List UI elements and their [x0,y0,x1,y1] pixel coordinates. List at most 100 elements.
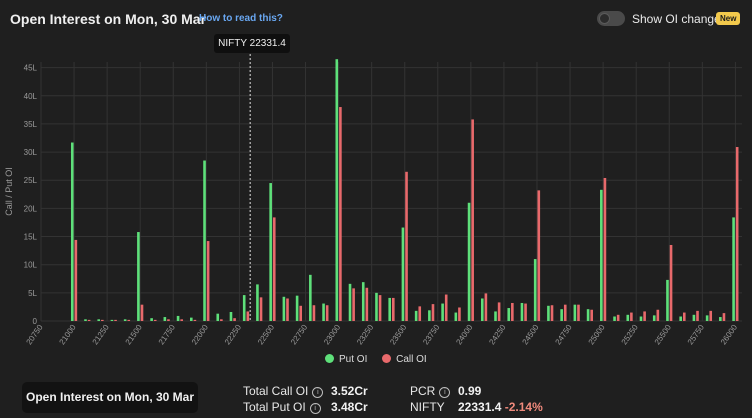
call-oi-bar [325,305,329,321]
put-oi-bar [719,317,722,321]
total-call-oi-label: Total Call OI i [243,384,324,398]
call-oi-bar [484,293,488,321]
call-oi-bar [471,119,474,321]
put-oi-bar [309,274,312,321]
call-oi-bar [669,244,673,321]
nifty-value-group: 22331.4 -2.14% [458,400,543,414]
put-oi-bar [560,309,563,321]
call-oi-bar [286,298,289,321]
call-oi-bar [682,312,686,321]
y-tick-label: 5L [28,289,37,298]
call-oi-bar [444,294,448,321]
call-oi-bar [246,311,250,321]
put-oi-bar [242,295,246,321]
put-legend-dot [325,354,334,363]
call-oi-bar [735,147,739,321]
x-tick-label: 24500 [520,323,540,347]
put-oi-bar [705,315,709,321]
put-oi-bar [388,297,391,321]
put-oi-bar [375,292,378,321]
put-oi-bar [348,283,352,321]
put-oi-bar [613,316,616,321]
call-oi-bar [431,304,435,321]
call-oi-bar [312,305,316,321]
call-oi-bar [537,190,541,321]
total-put-oi-text: Total Put OI [243,400,306,414]
put-oi-bar [401,227,405,321]
put-oi-bar [428,310,431,321]
nifty-change: -2.14% [504,400,543,414]
call-oi-bar [590,309,593,321]
call-oi-bar [696,310,699,321]
put-oi-bar [507,308,511,321]
info-icon[interactable]: i [439,387,451,398]
put-oi-bar [586,309,590,321]
call-oi-bar [458,307,461,321]
total-call-oi-text: Total Call OI [243,384,309,398]
call-oi-bar [193,319,197,321]
call-oi-bar [259,297,263,321]
call-oi-bar [352,288,355,321]
put-oi-bar [110,319,114,321]
y-tick-label: 15L [24,233,38,242]
put-oi-bar [335,59,339,321]
header-bar: Open Interest on Mon, 30 Mar How to read… [0,0,752,36]
call-oi-bar [74,239,78,321]
call-oi-bar [722,313,726,321]
put-oi-bar [652,315,656,321]
call-oi-bar [577,304,580,321]
y-tick-label: 25L [24,176,38,185]
total-put-oi-label: Total Put OI i [243,400,321,414]
call-oi-bar [405,171,408,321]
call-oi-bar [497,302,501,321]
info-icon[interactable]: i [309,403,321,414]
x-tick-label: 22000 [190,323,210,347]
call-oi-bar [550,305,554,321]
put-oi-bar [176,315,180,321]
date-selector-card[interactable]: Open Interest on Mon, 30 Mar [22,382,198,413]
put-oi-bar [282,296,286,321]
how-to-read-link[interactable]: How to read this? [199,13,283,24]
x-tick-label: 22250 [223,323,243,347]
y-tick-label: 20L [24,204,38,213]
put-oi-bar [190,317,193,321]
x-tick-label: 22750 [289,323,309,347]
call-oi-bar [365,287,369,321]
call-oi-bar [167,319,170,321]
legend-item-call[interactable]: Call OI [382,354,427,365]
x-tick-label: 22500 [256,323,276,347]
toggle-knob [599,13,610,24]
put-oi-bar [480,298,484,321]
put-oi-bar [732,217,735,321]
call-oi-bar [101,319,104,321]
put-oi-bar [494,311,497,321]
x-tick-label: 24000 [454,323,474,347]
put-oi-bar [414,310,418,321]
put-oi-bar [269,183,272,321]
put-oi-bar [467,202,471,321]
call-oi-bar [709,310,713,321]
x-tick-label: 21250 [91,323,111,347]
info-icon[interactable]: i [312,387,324,398]
call-oi-bar [563,304,567,321]
put-oi-bar [295,295,299,321]
call-oi-bar [511,302,514,321]
oi-change-toggle[interactable] [597,11,625,26]
spot-price-tooltip: NIFTY 22331.4 [214,34,290,53]
x-tick-label: 24250 [487,323,507,347]
legend-item-put[interactable]: Put OI [325,354,367,365]
put-oi-bar [441,303,444,321]
call-oi-bar [524,303,527,321]
x-tick-label: 25500 [653,323,673,347]
put-oi-bar [547,305,550,321]
pcr-text: PCR [410,384,436,398]
legend-call-label: Call OI [396,354,427,365]
call-oi-bar [180,319,183,321]
call-oi-bar [153,319,157,321]
put-oi-bar [203,160,206,321]
chart-legend: Put OI Call OI [325,354,439,365]
put-oi-bar [150,318,153,321]
x-tick-label: 21750 [157,323,177,347]
put-oi-bar [626,314,630,321]
y-tick-label: 30L [24,148,38,157]
